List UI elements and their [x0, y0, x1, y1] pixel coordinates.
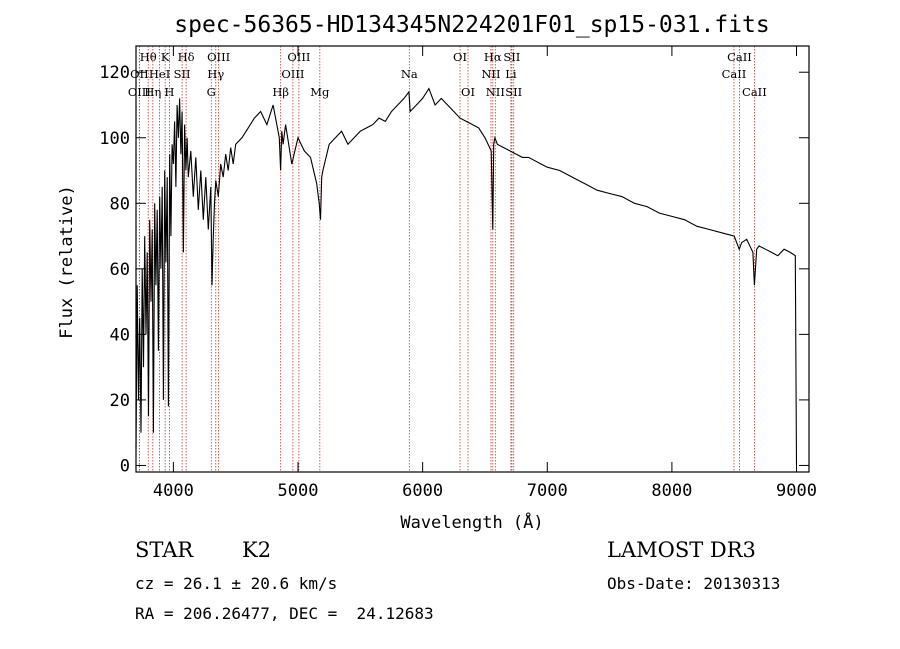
line-label-5: K	[161, 50, 170, 64]
line-label-1: OII	[130, 67, 149, 81]
line-label-23: Li	[505, 67, 517, 81]
y-axis-label: Flux (relative)	[57, 185, 77, 339]
spectrum-line	[135, 87, 798, 466]
coordinates-text: RA = 206.26477, DEC = 24.12683	[135, 604, 434, 623]
subclass-label: K2	[242, 538, 272, 562]
line-label-22: SII	[503, 50, 520, 64]
line-label-9: OIII	[207, 50, 230, 64]
y-tick-label-1: 20	[110, 391, 130, 411]
chart-title: spec-56365-HD134345N224201F01_sp15-031.f…	[174, 12, 769, 38]
y-axis-ticks: 0 20 40 60 80 100 120	[99, 63, 809, 476]
line-label-3: HeI	[149, 67, 170, 81]
line-label-24: SII	[505, 85, 522, 99]
x-axis-label: Wavelength (Å)	[400, 511, 543, 533]
plot-frame	[135, 45, 810, 473]
x-axis-ticks: 4000 5000 6000 7000 8000 9000	[153, 46, 817, 501]
x-tick-label-0: 4000	[153, 481, 194, 501]
line-label-25: CaII	[727, 50, 752, 64]
y-tick-label-6: 120	[99, 63, 130, 83]
class-label: STAR	[135, 538, 194, 562]
y-tick-label-0: 0	[120, 456, 130, 476]
line-label-0: Hθ	[140, 50, 157, 64]
obs-date-text: Obs-Date: 20130313	[607, 574, 781, 593]
redshift-text: cz = 26.1 ± 20.6 km/s	[135, 574, 338, 593]
line-label-20: NII	[481, 67, 500, 81]
x-tick-label-2: 6000	[402, 481, 443, 501]
line-label-27: CaII	[742, 85, 767, 99]
spectral-line-markers	[138, 46, 755, 472]
line-label-6: SII	[174, 67, 191, 81]
x-tick-label-3: 7000	[527, 481, 568, 501]
line-label-26: CaII	[722, 67, 747, 81]
line-label-8: Hδ	[178, 50, 195, 64]
y-tick-label-3: 60	[110, 260, 130, 280]
line-label-14: OIII	[287, 50, 310, 64]
y-tick-label-5: 100	[99, 129, 130, 149]
x-tick-label-4: 8000	[651, 481, 692, 501]
y-tick-label-4: 80	[110, 194, 130, 214]
line-label-4: Hη	[144, 85, 161, 99]
line-label-12: Hβ	[272, 85, 289, 99]
x-tick-label-5: 9000	[776, 481, 817, 501]
x-tick-label-1: 5000	[278, 481, 319, 501]
line-label-2: OIII	[128, 85, 151, 99]
line-label-19: Hα	[484, 50, 502, 64]
line-label-21: NII	[486, 85, 505, 99]
line-label-16: Na	[401, 67, 418, 81]
line-label-15: Mg	[310, 85, 330, 99]
line-label-11: G	[207, 85, 216, 99]
line-label-13: OIII	[281, 67, 304, 81]
line-label-10: Hγ	[207, 67, 224, 81]
survey-label: LAMOST DR3	[607, 538, 756, 562]
line-label-7: H	[164, 85, 174, 99]
y-tick-label-2: 40	[110, 325, 130, 345]
line-label-17: OI	[453, 50, 467, 64]
line-label-18: OI	[461, 85, 475, 99]
